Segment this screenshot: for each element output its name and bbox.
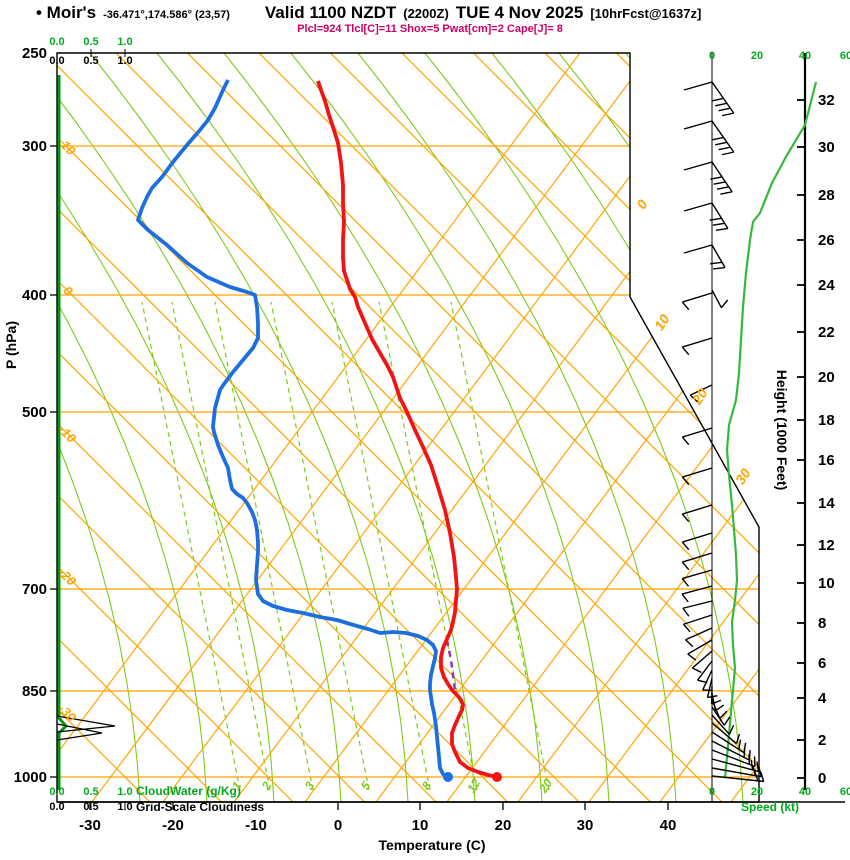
speed-tick-top: 0 bbox=[709, 50, 715, 62]
pressure-tick-label: 300 bbox=[22, 138, 47, 155]
cloudwater-axis-title: CloudWater (g/Kg) bbox=[136, 784, 241, 798]
valid-zulu: (2200Z) bbox=[403, 6, 449, 21]
adiabat-label: 30 bbox=[732, 465, 754, 487]
cloudiness-scale-bottom: 1.0 bbox=[117, 801, 132, 813]
cloudiness-scale-bottom: 0.0 bbox=[49, 801, 64, 813]
cloudwater-scale-bottom: 1.0 bbox=[117, 786, 132, 798]
plot-frame bbox=[50, 49, 845, 810]
speed-axis-title: Speed (kt) bbox=[741, 800, 799, 814]
speed-tick-bottom: 20 bbox=[751, 786, 763, 798]
height-tick-label: 18 bbox=[818, 412, 835, 429]
speed-tick-bottom: 60 bbox=[840, 786, 850, 798]
pressure-tick-label: 1000 bbox=[14, 769, 47, 786]
temperature-tick-label: 0 bbox=[334, 817, 342, 834]
sounding-indices: Plcl=924 Tlcl[C]=11 Shox=5 Pwat[cm]=2 Ca… bbox=[297, 23, 563, 35]
dewpoint-curve bbox=[136, 79, 449, 779]
adiabat-label: 0 bbox=[633, 196, 651, 211]
mixing-ratio-label: 5 bbox=[358, 779, 374, 792]
temperature-tick-label: -20 bbox=[162, 817, 184, 834]
speed-tick-top: 20 bbox=[751, 50, 763, 62]
height-tick-label: 26 bbox=[818, 232, 835, 249]
height-tick-label: 28 bbox=[818, 187, 835, 204]
cloudiness-axis-title: Grid-Scale Cloudiness bbox=[136, 800, 264, 814]
temperature-tick-label: 20 bbox=[495, 817, 512, 834]
mixing-ratio-label: 12 bbox=[464, 776, 483, 795]
mixing-ratio-label: 20 bbox=[536, 776, 556, 796]
height-tick-label: 20 bbox=[818, 369, 835, 386]
height-tick-label: 30 bbox=[818, 139, 835, 156]
height-tick-label: 4 bbox=[818, 690, 827, 707]
temperature-tick-label: 30 bbox=[577, 817, 594, 834]
cloudiness-scale-top: 0.5 bbox=[83, 55, 98, 67]
height-tick-label: 16 bbox=[818, 452, 835, 469]
valid-time: Valid 1100 NZDT bbox=[264, 3, 397, 22]
height-tick-label: 10 bbox=[818, 575, 835, 592]
adiabat-label: 10 bbox=[651, 311, 673, 333]
cloudiness-scale-top: 0.0 bbox=[49, 55, 64, 67]
cloudwater-scale-bottom: 0.5 bbox=[83, 786, 98, 798]
surface-dewpoint-dot bbox=[443, 772, 453, 782]
height-tick-label: 14 bbox=[818, 495, 835, 512]
height-tick-label: 8 bbox=[818, 615, 826, 632]
pressure-tick-label: 500 bbox=[22, 404, 47, 421]
adiabat-label: 20 bbox=[688, 385, 711, 408]
wind-speed-curve bbox=[723, 81, 818, 779]
speed-tick-top: 40 bbox=[799, 50, 811, 62]
temperature-curve bbox=[316, 80, 498, 779]
height-tick-label: 0 bbox=[818, 770, 826, 787]
mixing-ratio-label: 8 bbox=[419, 779, 435, 792]
wind-barbs bbox=[681, 81, 765, 783]
temperature-tick-label: 10 bbox=[412, 817, 429, 834]
height-tick-label: 6 bbox=[818, 655, 826, 672]
height-tick-label: 24 bbox=[818, 277, 835, 294]
temperature-tick-label: 40 bbox=[660, 817, 677, 834]
cloudwater-scale-top: 0.0 bbox=[49, 36, 64, 48]
temperature-tick-label: -30 bbox=[79, 817, 101, 834]
site-name: • Moir's bbox=[36, 3, 97, 22]
mixing-ratio-label: 3 bbox=[302, 779, 318, 792]
speed-tick-bottom: 40 bbox=[799, 786, 811, 798]
valid-date: TUE 4 Nov 2025 bbox=[455, 3, 584, 22]
surface-temperature-dot bbox=[492, 772, 502, 782]
temperature-tick-label: -10 bbox=[245, 817, 267, 834]
height-tick-label: 32 bbox=[818, 92, 835, 109]
chart-title: • Moir's -36.471°,174.586° (23,57) Valid… bbox=[36, 3, 848, 23]
speed-tick-bottom: 0 bbox=[709, 786, 715, 798]
temperature-axis-title: Temperature (C) bbox=[378, 837, 485, 853]
pressure-tick-label: 400 bbox=[22, 287, 47, 304]
pressure-axis-title: P (hPa) bbox=[3, 321, 19, 369]
cloudiness-scale-top: 1.0 bbox=[117, 55, 132, 67]
forecast-tag: [10hrFcst@1637z] bbox=[590, 6, 702, 21]
height-tick-label: 22 bbox=[818, 324, 835, 341]
cloudwater-scale-bottom: 0.0 bbox=[49, 786, 64, 798]
cloudiness-scale-bottom: 0.5 bbox=[83, 801, 98, 813]
height-tick-label: 12 bbox=[818, 537, 835, 554]
cloudwater-scale-top: 0.5 bbox=[83, 36, 98, 48]
cloudwater-profile bbox=[56, 75, 116, 790]
height-axis-title: Height (1000 Feet) bbox=[774, 370, 790, 491]
height-tick-label: 2 bbox=[818, 732, 826, 749]
speed-tick-top: 60 bbox=[840, 50, 850, 62]
pressure-tick-label: 850 bbox=[22, 683, 47, 700]
site-coordinates: -36.471°,174.586° (23,57) bbox=[103, 9, 230, 21]
pressure-tick-label: 250 bbox=[22, 45, 47, 62]
cloudwater-scale-top: 1.0 bbox=[117, 36, 132, 48]
pressure-tick-label: 700 bbox=[22, 581, 47, 598]
